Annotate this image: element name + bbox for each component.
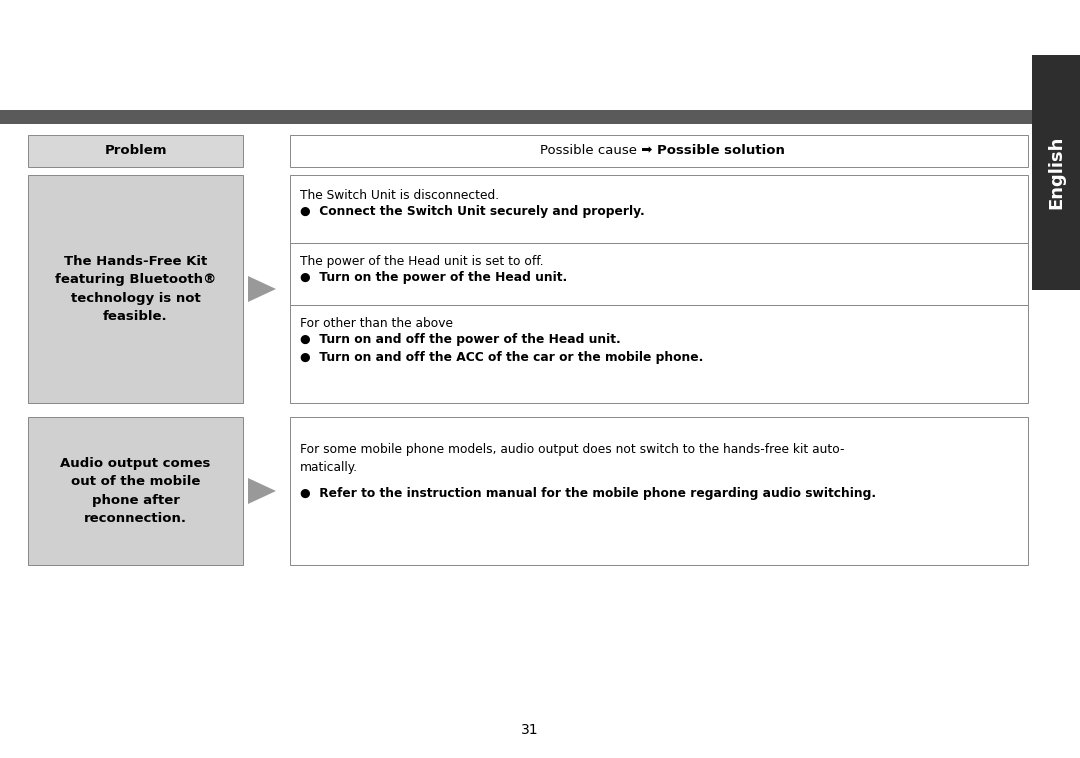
Text: Audio output comes
out of the mobile
phone after
reconnection.: Audio output comes out of the mobile pho… <box>60 457 211 525</box>
Bar <box>28 135 243 167</box>
Bar <box>28 175 243 403</box>
Bar <box>1032 55 1080 290</box>
Polygon shape <box>248 478 276 504</box>
Text: For other than the above: For other than the above <box>300 317 453 330</box>
Text: The power of the Head unit is set to off.: The power of the Head unit is set to off… <box>300 255 543 268</box>
Text: Possible cause ➡: Possible cause ➡ <box>540 145 657 158</box>
Bar <box>291 135 1028 167</box>
Text: The Switch Unit is disconnected.: The Switch Unit is disconnected. <box>300 189 499 202</box>
Text: English: English <box>1047 136 1065 209</box>
Bar <box>291 305 1028 403</box>
Text: ●  Turn on and off the ACC of the car or the mobile phone.: ● Turn on and off the ACC of the car or … <box>300 351 703 364</box>
Text: 31: 31 <box>522 723 539 737</box>
Bar <box>291 175 1028 243</box>
Text: ●  Connect the Switch Unit securely and properly.: ● Connect the Switch Unit securely and p… <box>300 205 645 218</box>
Text: ●  Refer to the instruction manual for the mobile phone regarding audio switchin: ● Refer to the instruction manual for th… <box>300 487 876 500</box>
Text: ●  Turn on the power of the Head unit.: ● Turn on the power of the Head unit. <box>300 271 567 284</box>
Bar <box>291 417 1028 565</box>
Bar <box>28 417 243 565</box>
Text: The Hands-Free Kit
featuring Bluetooth®
technology is not
feasible.: The Hands-Free Kit featuring Bluetooth® … <box>55 255 216 323</box>
Bar <box>291 243 1028 305</box>
Polygon shape <box>248 276 276 302</box>
Bar <box>0 110 1032 124</box>
Text: ●  Turn on and off the power of the Head unit.: ● Turn on and off the power of the Head … <box>300 333 621 346</box>
Text: For some mobile phone models, audio output does not switch to the hands-free kit: For some mobile phone models, audio outp… <box>300 443 845 474</box>
Text: Problem: Problem <box>105 145 166 158</box>
Text: Possible solution: Possible solution <box>657 145 785 158</box>
